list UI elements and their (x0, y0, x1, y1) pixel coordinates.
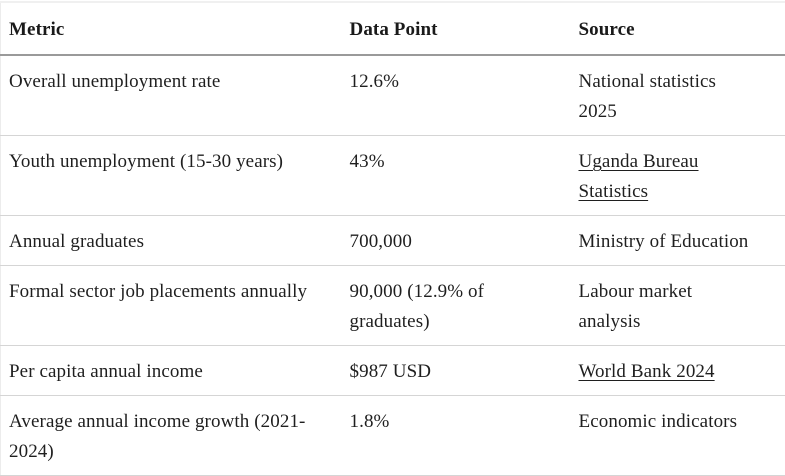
metric-cell: Average annual income growth (2021- 2024… (0, 395, 350, 476)
table-header: Metric Data Point Source (0, 2, 785, 56)
source-cell: Ministry of Education (578, 215, 785, 266)
column-header-metric: Metric (0, 2, 350, 56)
metric-cell: Formal sector job placements annually (0, 265, 350, 346)
column-header-source: Source (578, 2, 785, 56)
table-row: Average annual income growth (2021- 2024… (0, 395, 785, 476)
table-body: Overall unemployment rate 12.6% National… (0, 55, 785, 476)
table-row: Youth unemployment (15-30 years) 43% Uga… (0, 135, 785, 216)
data-point-cell: 1.8% (349, 395, 579, 476)
data-point-cell: 12.6% (349, 55, 579, 136)
source-cell: World Bank 2024 (578, 345, 785, 396)
source-cell: Economic indicators (578, 395, 785, 476)
table-row: Overall unemployment rate 12.6% National… (0, 55, 785, 136)
source-link[interactable]: Uganda Bureau Statistics (578, 151, 699, 202)
header-row: Metric Data Point Source (0, 2, 785, 56)
metric-cell: Youth unemployment (15-30 years) (0, 135, 350, 216)
data-point-cell: 700,000 (349, 215, 579, 266)
table-row: Per capita annual income $987 USD World … (0, 345, 785, 396)
source-cell: Uganda Bureau Statistics (578, 135, 785, 216)
data-point-cell: $987 USD (349, 345, 579, 396)
table-row: Annual graduates 700,000 Ministry of Edu… (0, 215, 785, 266)
table-row: Formal sector job placements annually 90… (0, 265, 785, 346)
source-link[interactable]: World Bank 2024 (578, 361, 715, 382)
metric-cell: Per capita annual income (0, 345, 350, 396)
column-header-data-point: Data Point (349, 2, 579, 56)
source-cell: Labour market analysis (578, 265, 785, 346)
source-cell: National statistics 2025 (578, 55, 785, 136)
data-point-cell: 90,000 (12.9% of graduates) (349, 265, 579, 346)
metric-cell: Annual graduates (0, 215, 350, 266)
metric-cell: Overall unemployment rate (0, 55, 350, 136)
data-point-cell: 43% (349, 135, 579, 216)
